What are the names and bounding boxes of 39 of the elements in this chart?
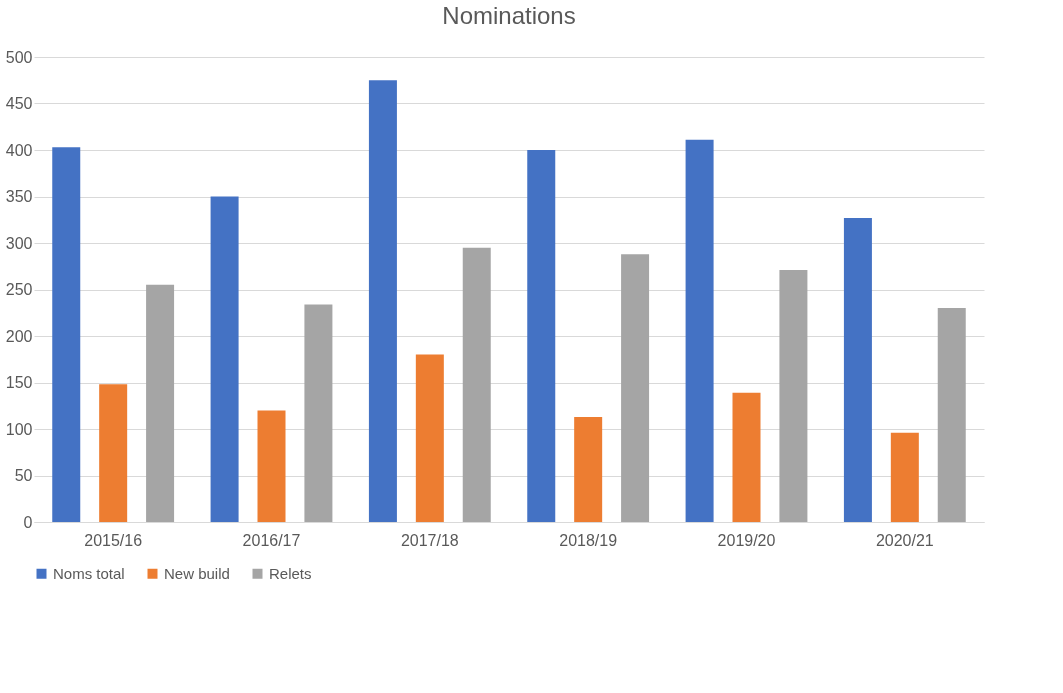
bar <box>732 392 761 522</box>
bar <box>574 416 603 522</box>
bar <box>146 284 175 522</box>
bar <box>527 150 556 522</box>
bar <box>779 269 808 522</box>
legend-label: Noms total <box>53 564 125 582</box>
y-tick-label: 0 <box>23 513 33 531</box>
bar <box>462 247 491 522</box>
y-tick-label: 150 <box>5 374 33 391</box>
x-tick-label: 2020/21 <box>875 531 934 549</box>
x-tick-label: 2017/18 <box>400 531 459 549</box>
y-tick-label: 400 <box>5 141 33 159</box>
y-tick-label: 250 <box>5 281 33 298</box>
bar <box>304 304 333 522</box>
y-tick-label: 500 <box>5 48 33 66</box>
chart-title: Nominations <box>442 2 576 29</box>
y-tick-label: 350 <box>5 188 33 205</box>
x-tick-label: 2018/19 <box>559 531 618 549</box>
bar <box>52 147 81 522</box>
y-tick-label: 100 <box>5 420 33 438</box>
y-tick-label: 50 <box>14 467 33 484</box>
bar <box>890 432 919 522</box>
bar <box>368 80 397 522</box>
legend-label: Relets <box>269 564 312 582</box>
bar <box>210 196 239 522</box>
bar <box>621 254 650 522</box>
y-tick-label: 300 <box>5 234 33 252</box>
bar <box>99 384 128 522</box>
bar <box>257 410 286 522</box>
x-tick-label: 2019/20 <box>717 531 776 549</box>
bar <box>685 139 714 522</box>
bar <box>415 354 444 522</box>
bar <box>843 217 872 522</box>
legend-label: New build <box>164 564 230 582</box>
y-tick-label: 200 <box>5 327 33 345</box>
bar <box>937 308 966 522</box>
y-tick-label: 450 <box>5 95 33 112</box>
x-tick-label: 2016/17 <box>242 531 301 549</box>
x-tick-label: 2015/16 <box>84 531 143 549</box>
